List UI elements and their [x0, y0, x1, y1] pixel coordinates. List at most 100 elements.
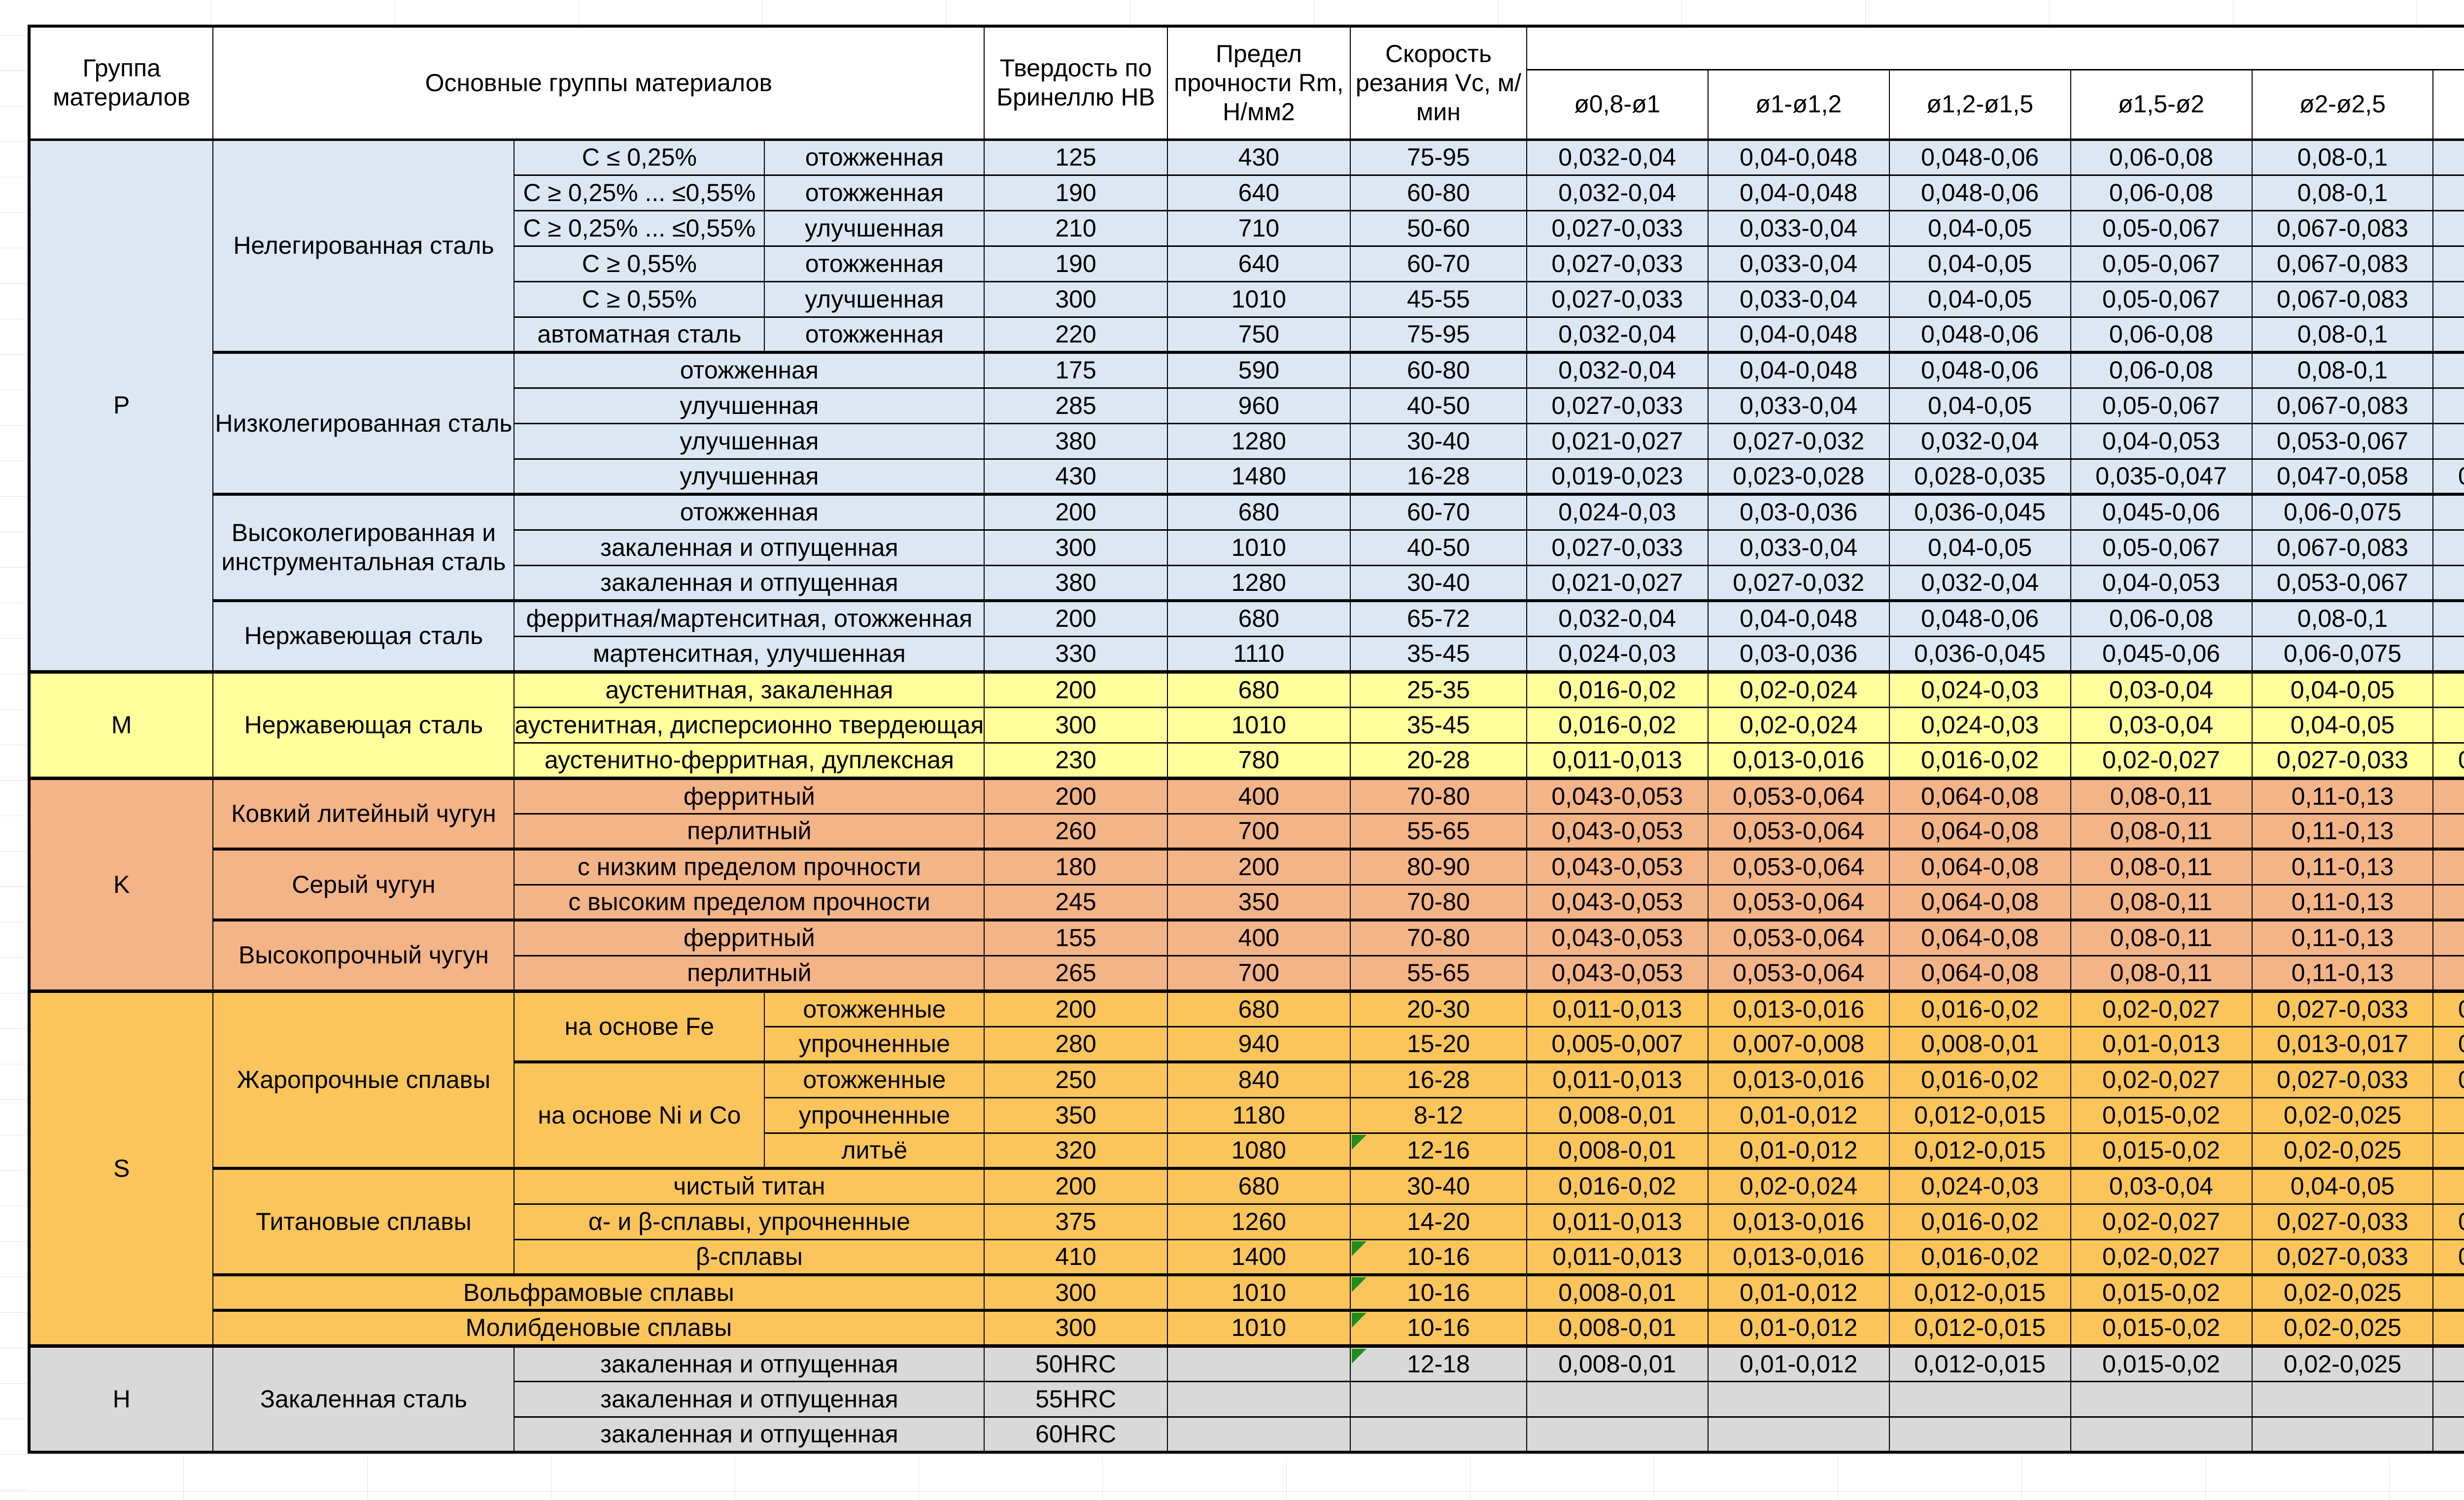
cell-feed-value[interactable]: 0,03-0,036: [1707, 635, 1890, 673]
header-diameter[interactable]: ø2,5-ø4: [2432, 68, 2464, 140]
cell-feed-value[interactable]: 0,06-0,08: [2070, 138, 2253, 176]
cell-feed-value[interactable]: 0,045-0,06: [2070, 635, 2253, 673]
cell-feed-value[interactable]: 0,067-0,11: [2432, 422, 2464, 460]
cell-cutting-speed[interactable]: 16-28: [1350, 1060, 1527, 1098]
cell-hardness[interactable]: 50HRC: [984, 1344, 1168, 1382]
cell-feed-value[interactable]: 0,02-0,025: [2251, 1132, 2434, 1169]
cell-material-subgroup[interactable]: закаленная и отпущенная: [513, 1380, 985, 1418]
cell-hardness[interactable]: 180: [984, 848, 1168, 886]
cell-feed-value[interactable]: 0,043-0,053: [1526, 776, 1709, 815]
cell-feed-value[interactable]: 0,075-0,12: [2432, 635, 2464, 673]
cell-strength[interactable]: 1280: [1166, 422, 1351, 460]
cell-material-state[interactable]: отожженная: [764, 174, 985, 211]
cell-feed-value[interactable]: 0,021-0,027: [1526, 422, 1709, 460]
cell-feed-value[interactable]: 0,053-0,064: [1707, 813, 1890, 850]
cell-feed-value[interactable]: 0,032-0,04: [1526, 316, 1709, 353]
cell-feed-value[interactable]: 0,021-0,027: [1526, 564, 1709, 602]
cell-feed-value[interactable]: 0,011-0,013: [1526, 1060, 1709, 1098]
cell-feed-value[interactable]: 0,016-0,02: [1526, 706, 1709, 744]
cell-feed-value[interactable]: 0,02-0,027: [2070, 1060, 2253, 1098]
cell-cutting-speed[interactable]: 45-55: [1350, 280, 1527, 318]
cell-strength[interactable]: 750: [1166, 316, 1351, 353]
cell-material-subgroup[interactable]: ферритный: [513, 919, 985, 956]
cell-feed-value[interactable]: 0,04-0,05: [1888, 280, 2071, 318]
cell-material-subgroup[interactable]: на основе Ni и Co: [513, 1060, 765, 1169]
cell-feed-value[interactable]: 0,04-0,05: [2251, 1167, 2434, 1205]
cell-feed-value[interactable]: 0,08-0,11: [2070, 919, 2253, 956]
cell-material-subgroup[interactable]: улучшенная: [513, 458, 985, 495]
cell-feed-value[interactable]: 0,08-0,1: [2251, 599, 2434, 637]
cell-feed-value[interactable]: 0,01-0,012: [1707, 1309, 1890, 1347]
cell-feed-value[interactable]: 0,04-0,053: [2070, 422, 2253, 460]
cell-strength[interactable]: 1080: [1166, 1132, 1351, 1169]
cell-material-group[interactable]: Жаропрочные сплавы: [212, 989, 515, 1169]
cell-feed-value[interactable]: 0,043-0,053: [1526, 884, 1709, 921]
cell-material-subgroup[interactable]: аустенитная, дисперсионно твердеющая: [513, 706, 985, 744]
cell-feed-value[interactable]: 0,02-0,027: [2070, 989, 2253, 1027]
cell-cutting-speed[interactable]: 30-40: [1350, 422, 1527, 460]
cell-feed-value[interactable]: 0,027-0,033: [1526, 529, 1709, 566]
cell-feed-value[interactable]: 0,043-0,053: [1526, 848, 1709, 886]
cell-material-subgroup[interactable]: C ≤ 0,25%: [513, 138, 765, 176]
cell-cutting-speed[interactable]: 10-16: [1350, 1238, 1527, 1276]
cell-feed-value[interactable]: 0,1-0,16: [2432, 174, 2464, 211]
cell-material-group[interactable]: Закаленная сталь: [212, 1344, 515, 1453]
cell-feed-value[interactable]: 0,033-0,04: [1707, 245, 1890, 282]
cell-feed-value[interactable]: 0,017-0,027: [2432, 1025, 2464, 1063]
cell-feed-value[interactable]: 0,02-0,027: [2070, 1203, 2253, 1240]
cell-feed-value[interactable]: 0,11-0,13: [2251, 848, 2434, 886]
cell-cutting-speed[interactable]: 10-16: [1350, 1309, 1527, 1347]
cell-material-subgroup[interactable]: C ≥ 0,25% ... ≤0,55%: [513, 174, 765, 211]
cell-feed-value[interactable]: 0,033-0,04: [1707, 529, 1890, 566]
header-hardness[interactable]: Твердость по Бринеллю HB: [984, 25, 1168, 140]
cell-feed-value[interactable]: 0,032-0,04: [1888, 564, 2071, 602]
cell-feed-value[interactable]: 0,024-0,03: [1888, 1167, 2071, 1205]
cell-feed-value[interactable]: 0,025-0,04: [2432, 1309, 2464, 1347]
cell-feed-value[interactable]: 0,03-0,04: [2070, 1167, 2253, 1205]
cell-feed-value[interactable]: 0,1-0,16: [2432, 351, 2464, 389]
cell-hardness[interactable]: 55HRC: [984, 1380, 1168, 1418]
cell-feed-value[interactable]: 0,06-0,08: [2070, 174, 2253, 211]
cell-hardness[interactable]: 285: [984, 387, 1168, 424]
cell-feed-value[interactable]: 0,03-0,04: [2070, 706, 2253, 744]
cell-cutting-speed[interactable]: 70-80: [1350, 884, 1527, 921]
cell-material-subgroup[interactable]: улучшенная: [513, 387, 985, 424]
cell-feed-value[interactable]: 0,043-0,053: [1526, 919, 1709, 956]
cell-cutting-speed[interactable]: 60-80: [1350, 174, 1527, 211]
cell-cutting-speed[interactable]: 25-35: [1350, 670, 1527, 708]
cell-cutting-speed[interactable]: 10-16: [1350, 1273, 1527, 1311]
cell-feed-value[interactable]: [1888, 1380, 2071, 1418]
cell-feed-value[interactable]: 0,016-0,02: [1526, 670, 1709, 708]
cell-feed-value[interactable]: 0,067-0,083: [2251, 209, 2434, 247]
cell-hardness[interactable]: 380: [984, 564, 1168, 602]
cell-feed-value[interactable]: 0,06-0,08: [2070, 316, 2253, 353]
cell-feed-value[interactable]: 0,083-0,13: [2432, 280, 2464, 318]
cell-strength[interactable]: [1166, 1344, 1351, 1382]
cell-feed-value[interactable]: 0,016-0,02: [1526, 1167, 1709, 1205]
cell-material-group[interactable]: Нелегированная сталь: [212, 138, 515, 353]
cell-strength[interactable]: 350: [1166, 884, 1351, 921]
cell-hardness[interactable]: 200: [984, 670, 1168, 708]
cell-hardness[interactable]: 320: [984, 1132, 1168, 1169]
cell-material-subgroup[interactable]: C ≥ 0,55%: [513, 245, 765, 282]
cell-feed-value[interactable]: 0,04-0,048: [1707, 174, 1890, 211]
cell-hardness[interactable]: 155: [984, 919, 1168, 956]
cell-cutting-speed[interactable]: 65-72: [1350, 599, 1527, 637]
cell-cutting-speed[interactable]: 40-50: [1350, 529, 1527, 566]
cell-feed-value[interactable]: 0,08-0,11: [2070, 884, 2253, 921]
cell-feed-value[interactable]: 0,08-0,1: [2251, 174, 2434, 211]
cell-feed-value[interactable]: 0,015-0,02: [2070, 1096, 2253, 1134]
cell-material-subgroup[interactable]: автоматная сталь: [513, 316, 765, 353]
cell-strength[interactable]: 590: [1166, 351, 1351, 389]
cell-feed-value[interactable]: 0,067-0,083: [2251, 387, 2434, 424]
header-diameter[interactable]: ø2-ø2,5: [2251, 68, 2434, 140]
cell-strength[interactable]: 1180: [1166, 1096, 1351, 1134]
cell-feed-value[interactable]: 0,06-0,075: [2251, 493, 2434, 531]
cell-feed-value[interactable]: 0,1-0,16: [2432, 599, 2464, 637]
cell-feed-value[interactable]: 0,06-0,075: [2251, 635, 2434, 673]
cell-feed-value[interactable]: 0,032-0,04: [1526, 351, 1709, 389]
cell-material-subgroup[interactable]: аустенитная, закаленная: [513, 670, 985, 708]
cell-feed-value[interactable]: 0,032-0,04: [1526, 174, 1709, 211]
cell-feed-value[interactable]: 0,015-0,02: [2070, 1344, 2253, 1382]
cell-feed-value[interactable]: 0,083-0,13: [2432, 245, 2464, 282]
